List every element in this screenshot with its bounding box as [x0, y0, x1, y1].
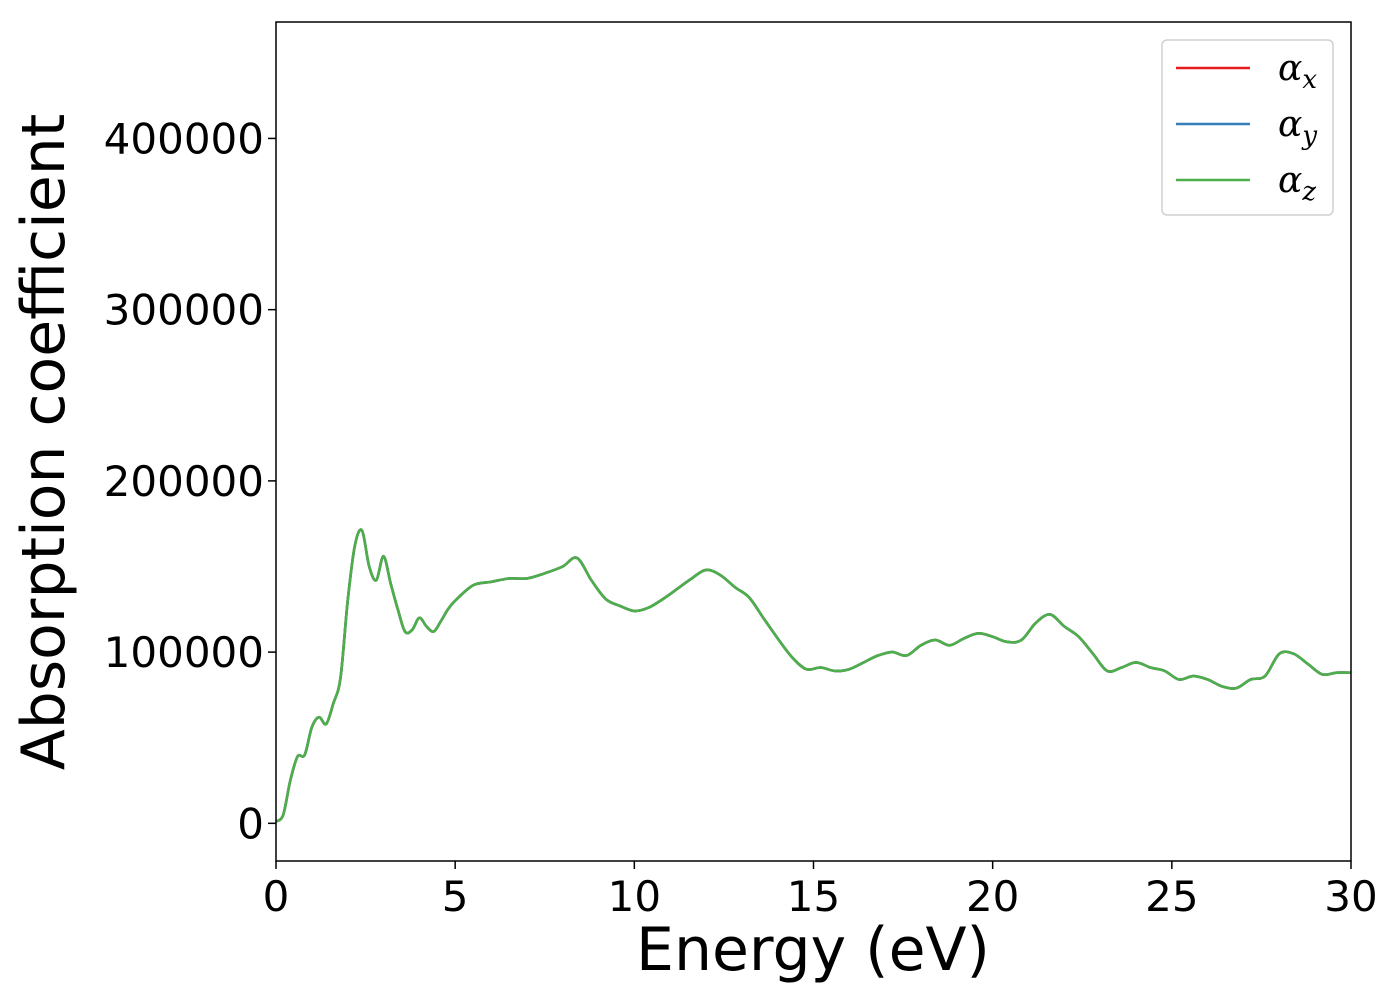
y-axis-ticks: 0 100000 200000 300000 400000	[104, 114, 276, 848]
y-tick-label: 400000	[104, 114, 264, 163]
legend-frame	[1161, 39, 1334, 216]
y-axis-label: Absorption coefficient	[9, 114, 79, 771]
x-tick-label: 5	[442, 872, 469, 921]
x-tick-label: 0	[263, 872, 290, 921]
x-axis-label: Energy (eV)	[636, 915, 990, 985]
legend: αx αy αz	[1161, 39, 1334, 216]
x-tick-label: 20	[966, 872, 1019, 921]
x-tick-label: 10	[608, 872, 661, 921]
legend-label-3: αz	[1278, 160, 1316, 207]
x-tick-label: 25	[1145, 872, 1198, 921]
series-line-3	[275, 528, 1352, 823]
x-tick-label: 15	[787, 872, 840, 921]
legend-label-2: αy	[1278, 104, 1317, 151]
x-axis-ticks: 0 5 10 15 20 25 30	[263, 861, 1378, 921]
y-tick-label: 0	[237, 799, 264, 848]
series-layer	[275, 528, 1352, 823]
y-tick-label: 200000	[104, 457, 264, 506]
y-tick-label: 100000	[104, 628, 264, 677]
y-tick-label: 300000	[104, 286, 264, 335]
legend-label-1: αx	[1278, 48, 1317, 95]
x-tick-label: 30	[1324, 872, 1377, 921]
